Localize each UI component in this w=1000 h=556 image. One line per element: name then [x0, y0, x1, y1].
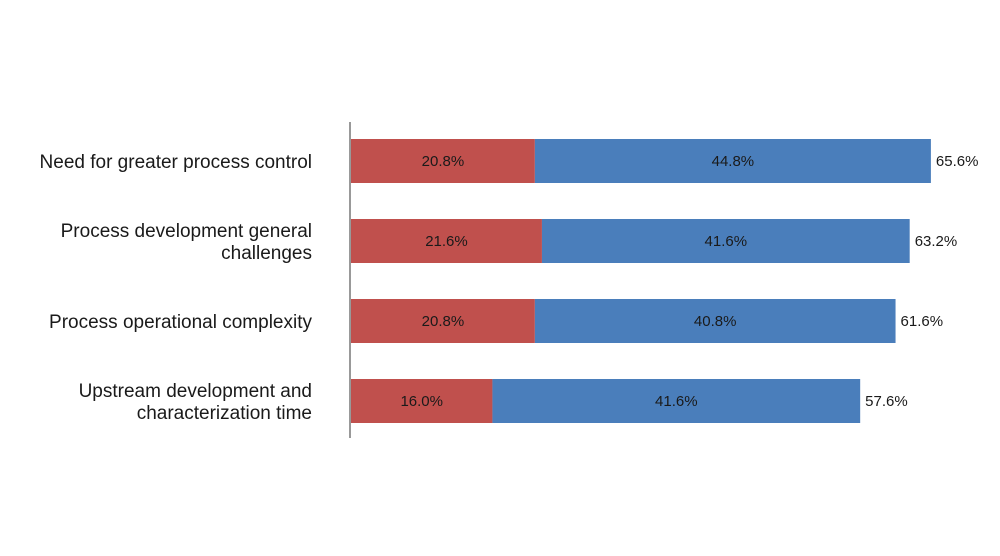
total-value-label: 65.6%	[936, 153, 979, 170]
category-label-line: Need for greater process control	[40, 152, 312, 173]
segment-value-label: 20.8%	[422, 153, 465, 170]
category-label: Need for greater process control	[40, 152, 312, 173]
category-label-line: challenges	[221, 243, 312, 264]
bar-segment-red	[351, 299, 535, 343]
segment-value-label: 41.6%	[705, 233, 748, 250]
category-label: Upstream development and characterization…	[79, 381, 312, 424]
category-label: Process operational complexity	[49, 312, 312, 333]
category-label-line: Process operational complexity	[49, 312, 312, 333]
category-label-line: Upstream development and	[79, 381, 312, 402]
category-label: Process development general challenges	[61, 221, 312, 264]
bar-segment-blue	[534, 139, 931, 183]
total-value-label: 63.2%	[915, 233, 958, 250]
bar-segment-blue	[541, 219, 910, 263]
total-value-label: 57.6%	[865, 393, 908, 410]
bar-segment-red	[351, 379, 493, 423]
total-value-label: 61.6%	[901, 313, 944, 330]
bar-segment-blue	[492, 379, 861, 423]
segment-value-label: 16.0%	[400, 393, 443, 410]
category-label-line: characterization time	[137, 403, 312, 424]
category-labels-group: Need for greater process control Process …	[40, 152, 313, 424]
category-label-line: Process development general	[61, 221, 312, 242]
bar-segment-red	[351, 139, 535, 183]
segment-value-label: 40.8%	[694, 313, 737, 330]
bars-group: 20.8% 44.8% 65.6% 21.6% 41.6% 63.2% 20.8% 40.8%…	[351, 139, 978, 423]
bar-segment-blue	[534, 299, 896, 343]
segment-value-label: 41.6%	[655, 393, 698, 410]
segment-value-label: 21.6%	[425, 233, 468, 250]
segment-value-label: 20.8%	[422, 313, 465, 330]
segment-value-label: 44.8%	[712, 153, 755, 170]
bar-segment-red	[351, 219, 542, 263]
